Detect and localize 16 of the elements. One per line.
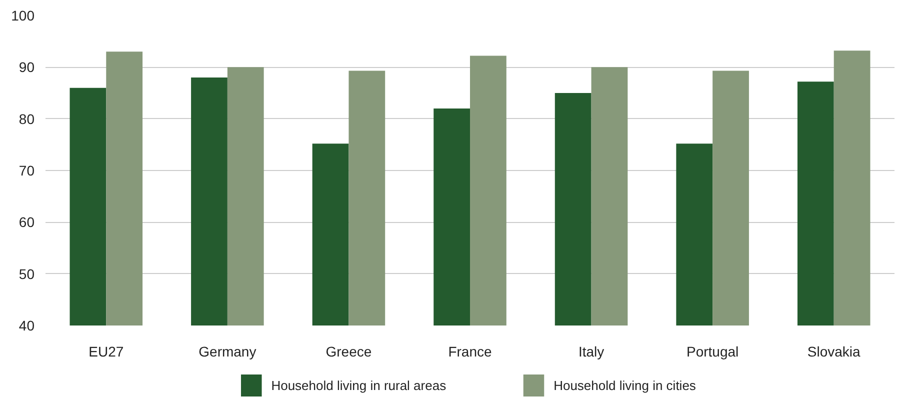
y-tick-label: 40 <box>18 318 35 334</box>
y-tick-label: 100 <box>11 8 35 24</box>
x-tick-label: Slovakia <box>807 344 861 360</box>
x-tick-label: Italy <box>578 344 604 360</box>
x-tick-label: Portugal <box>686 344 739 360</box>
x-tick-label: Greece <box>326 344 372 360</box>
legend-label: Household living in rural areas <box>271 378 447 393</box>
x-tick-label: France <box>448 344 492 360</box>
legend-label: Household living in cities <box>554 378 696 393</box>
y-tick-label: 50 <box>18 266 35 282</box>
y-tick-label: 70 <box>18 162 35 178</box>
x-tick-label: Germany <box>198 344 256 360</box>
x-tick-label: EU27 <box>88 344 124 360</box>
y-tick-label: 90 <box>18 59 35 76</box>
y-tick-label: 80 <box>18 110 35 127</box>
y-tick-label: 60 <box>18 214 35 230</box>
